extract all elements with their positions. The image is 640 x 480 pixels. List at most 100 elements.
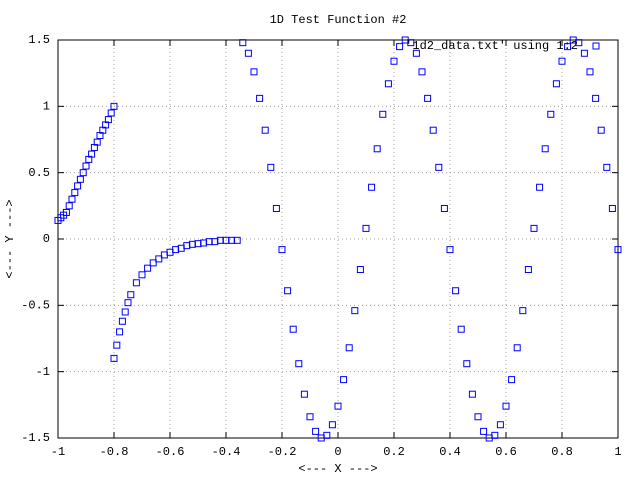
x-tick-label: -0.8 — [100, 445, 129, 459]
point — [155, 255, 163, 263]
point — [113, 341, 121, 349]
point — [592, 94, 600, 102]
point — [138, 271, 146, 279]
point — [468, 390, 476, 398]
point — [412, 49, 420, 57]
x-tick-label: 1 — [614, 445, 621, 459]
point — [110, 102, 118, 110]
point — [474, 413, 482, 421]
point — [272, 204, 280, 212]
point — [491, 431, 499, 439]
point — [356, 266, 364, 274]
point — [424, 94, 432, 102]
point — [597, 126, 605, 134]
point — [407, 39, 415, 47]
point — [547, 110, 555, 118]
point — [418, 68, 426, 76]
point — [552, 80, 560, 88]
point — [278, 246, 286, 254]
x-tick-label: -0.2 — [268, 445, 297, 459]
point — [62, 208, 70, 216]
point — [435, 163, 443, 171]
x-tick-label: -0.4 — [212, 445, 241, 459]
point — [144, 264, 152, 272]
point — [580, 49, 588, 57]
point — [118, 317, 126, 325]
point — [306, 413, 314, 421]
point — [79, 169, 87, 177]
point — [312, 427, 320, 435]
y-tick-label: 0.5 — [28, 166, 50, 180]
point — [233, 236, 241, 244]
point — [121, 308, 129, 316]
point — [88, 150, 96, 158]
y-tick-label: -1.5 — [21, 431, 50, 445]
point — [65, 202, 73, 210]
point — [149, 259, 157, 267]
point — [289, 325, 297, 333]
plot-border — [57, 39, 619, 439]
chart-title: 1D Test Function #2 — [270, 13, 407, 27]
point — [295, 360, 303, 368]
point — [71, 189, 79, 197]
point — [446, 246, 454, 254]
point — [76, 175, 84, 183]
x-tick-label: 0.4 — [439, 445, 461, 459]
point — [558, 57, 566, 65]
point — [239, 39, 247, 47]
legend-label: '1d2_data.txt' using 1:2 — [405, 39, 578, 53]
point — [244, 49, 252, 57]
point — [267, 163, 275, 171]
point — [334, 402, 342, 410]
x-tick-label: -0.6 — [156, 445, 185, 459]
y-tick-label: -0.5 — [21, 299, 50, 313]
point — [530, 224, 538, 232]
y-tick-label: -1 — [36, 365, 50, 379]
point — [300, 390, 308, 398]
point — [93, 138, 101, 146]
point — [284, 287, 292, 295]
y-tick-label: 1 — [43, 100, 50, 114]
point — [250, 68, 258, 76]
x-tick-label: 0.6 — [495, 445, 517, 459]
point — [603, 163, 611, 171]
x-tick-label: -1 — [51, 445, 65, 459]
point — [323, 431, 331, 439]
x-tick-label: 0.8 — [551, 445, 573, 459]
point — [541, 145, 549, 153]
point — [124, 299, 132, 307]
point — [362, 224, 370, 232]
point — [379, 110, 387, 118]
y-tick-label: 0 — [43, 232, 50, 246]
point — [127, 291, 135, 299]
y-tick-label: 1.5 — [28, 33, 50, 47]
point — [440, 204, 448, 212]
point — [496, 421, 504, 429]
point — [68, 195, 76, 203]
point — [586, 68, 594, 76]
point — [452, 287, 460, 295]
x-tick-label: 0 — [334, 445, 341, 459]
point — [536, 183, 544, 191]
point — [328, 421, 336, 429]
x-axis-label: <--- X ---> — [298, 462, 377, 476]
point — [524, 266, 532, 274]
point — [261, 126, 269, 134]
point — [107, 109, 115, 117]
point — [351, 307, 359, 315]
point — [457, 325, 465, 333]
point — [384, 80, 392, 88]
legend-marker — [592, 42, 600, 50]
point — [82, 162, 90, 170]
point — [256, 94, 264, 102]
point — [614, 246, 622, 254]
point — [373, 145, 381, 153]
point — [429, 126, 437, 134]
point — [110, 354, 118, 362]
point — [340, 376, 348, 384]
point — [480, 427, 488, 435]
point — [132, 279, 140, 287]
point — [396, 43, 404, 51]
x-tick-label: 0.2 — [383, 445, 405, 459]
